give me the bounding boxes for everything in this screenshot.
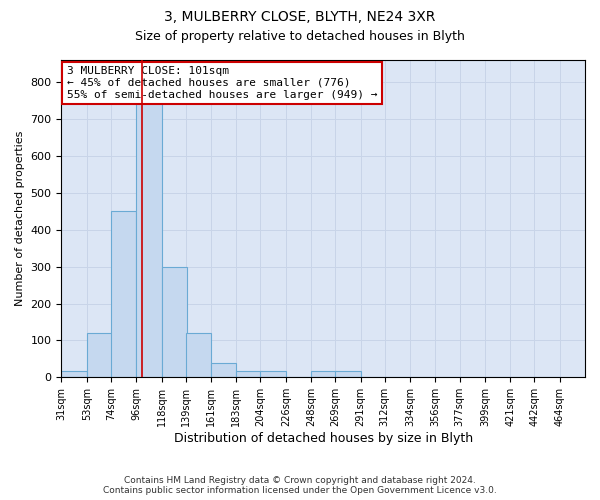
Bar bbox=[185, 333, 211, 378]
Text: Contains HM Land Registry data © Crown copyright and database right 2024.
Contai: Contains HM Land Registry data © Crown c… bbox=[103, 476, 497, 495]
Bar bbox=[311, 370, 337, 378]
Text: 3, MULBERRY CLOSE, BLYTH, NE24 3XR: 3, MULBERRY CLOSE, BLYTH, NE24 3XR bbox=[164, 10, 436, 24]
Bar bbox=[236, 370, 262, 378]
Bar bbox=[87, 333, 112, 378]
Bar bbox=[111, 212, 136, 378]
Bar bbox=[136, 93, 161, 378]
Bar bbox=[211, 362, 236, 378]
Text: Size of property relative to detached houses in Blyth: Size of property relative to detached ho… bbox=[135, 30, 465, 43]
Bar bbox=[335, 370, 361, 378]
Bar bbox=[260, 370, 286, 378]
X-axis label: Distribution of detached houses by size in Blyth: Distribution of detached houses by size … bbox=[173, 432, 473, 445]
Bar bbox=[161, 266, 187, 378]
Bar bbox=[61, 370, 87, 378]
Text: 3 MULBERRY CLOSE: 101sqm
← 45% of detached houses are smaller (776)
55% of semi-: 3 MULBERRY CLOSE: 101sqm ← 45% of detach… bbox=[67, 66, 377, 100]
Y-axis label: Number of detached properties: Number of detached properties bbox=[15, 131, 25, 306]
